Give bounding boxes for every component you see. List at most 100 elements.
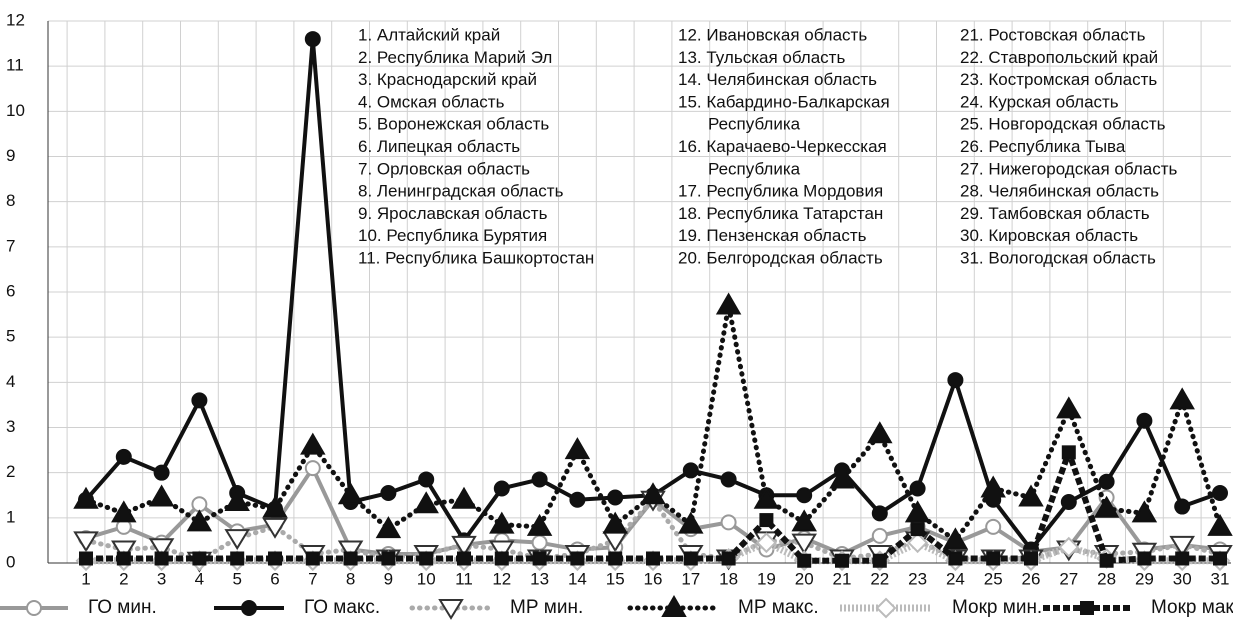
region-label: 5. Воронежская область: [358, 115, 549, 134]
data-point: [683, 551, 698, 566]
region-label: 6. Липецкая область: [358, 137, 520, 156]
data-point: [380, 484, 397, 501]
region-label: 19. Пензенская область: [678, 226, 867, 245]
data-point: [1060, 494, 1077, 511]
x-tick-label: 9: [384, 569, 393, 588]
data-point: [640, 482, 666, 505]
x-tick-label: 23: [908, 569, 927, 588]
data-point: [985, 518, 1002, 535]
data-point: [797, 553, 812, 568]
data-point: [1024, 551, 1038, 566]
region-label: 13. Тульская область: [678, 48, 845, 67]
region-label: 4. Омская область: [358, 92, 505, 111]
data-point: [489, 511, 515, 534]
data-point: [871, 527, 888, 544]
y-tick-label: 2: [6, 462, 15, 481]
data-point: [262, 495, 288, 518]
region-label: 29. Тамбовская область: [960, 204, 1150, 223]
region-label: 9. Ярославская область: [358, 204, 548, 223]
data-point: [986, 551, 1001, 566]
data-point: [909, 480, 926, 497]
data-point: [532, 551, 547, 566]
region-label: Республика: [708, 159, 801, 178]
x-tick-label: 19: [757, 569, 776, 588]
data-point: [305, 551, 320, 566]
region-label: 3. Краснодарский край: [358, 70, 537, 89]
data-point: [337, 482, 364, 505]
data-point: [1137, 551, 1152, 566]
data-point: [942, 527, 969, 550]
data-point: [608, 551, 623, 566]
x-tick-label: 27: [1059, 569, 1078, 588]
y-tick-label: 5: [6, 327, 15, 346]
data-point: [419, 551, 434, 566]
legend-marker: [26, 600, 42, 616]
data-point: [418, 471, 435, 488]
region-label: 26. Республика Тыва: [960, 137, 1126, 156]
x-tick-label: 15: [606, 569, 625, 588]
data-point: [1169, 387, 1195, 410]
data-point: [1098, 473, 1115, 490]
y-tick-label: 10: [6, 101, 25, 120]
x-tick-label: 28: [1097, 569, 1116, 588]
legend-label: Мокр макс: [1151, 597, 1233, 618]
y-tick-label: 11: [6, 56, 24, 75]
data-point: [753, 486, 780, 509]
data-point: [904, 500, 931, 523]
data-point: [451, 535, 477, 557]
data-point: [1174, 498, 1191, 515]
data-point: [73, 531, 99, 553]
region-label: 15. Кабардино-Балкарская: [678, 92, 890, 111]
data-point: [678, 511, 704, 534]
data-point: [1061, 445, 1076, 460]
data-point: [796, 487, 813, 504]
legend-label: Мокр мин.: [952, 597, 1042, 618]
legend-marker: [875, 597, 897, 619]
data-point: [343, 551, 358, 566]
data-point: [191, 496, 208, 513]
data-point: [910, 522, 925, 537]
region-label: 1. Алтайский край: [358, 25, 500, 44]
data-point: [1212, 484, 1228, 501]
legend-marker: [1080, 601, 1094, 615]
data-point: [829, 466, 855, 489]
region-label: 12. Ивановская область: [678, 25, 867, 44]
data-point: [907, 532, 929, 554]
x-tick-label: 31: [1211, 569, 1230, 588]
x-tick-label: 16: [644, 569, 663, 588]
data-point: [607, 489, 624, 506]
data-point: [947, 372, 964, 389]
region-label: 25. Новгородская область: [960, 115, 1166, 134]
legend-marker: [661, 595, 687, 617]
x-tick-label: 30: [1173, 569, 1192, 588]
data-point: [116, 551, 131, 566]
data-point: [871, 505, 888, 522]
x-tick-label: 7: [308, 569, 317, 588]
data-point: [1169, 535, 1195, 557]
data-point: [1131, 500, 1158, 523]
x-tick-label: 20: [795, 569, 814, 588]
legend-label: ГО макс.: [304, 597, 380, 618]
data-point: [79, 551, 93, 566]
x-tick-label: 25: [984, 569, 1003, 588]
region-label: 23. Костромская область: [960, 70, 1157, 89]
data-point: [791, 533, 817, 555]
legend-label: МР мин.: [510, 597, 583, 618]
data-point: [980, 475, 1006, 498]
x-tick-label: 6: [270, 569, 279, 588]
data-point: [682, 462, 699, 479]
data-point: [570, 551, 585, 566]
region-label: 16. Карачаево-Черкесская: [678, 137, 887, 156]
data-point: [154, 551, 169, 566]
data-point: [1099, 553, 1114, 568]
region-label: 22. Ставропольский край: [960, 48, 1158, 67]
data-point: [1093, 495, 1120, 518]
region-label: 14. Челябинская область: [678, 70, 877, 89]
data-point: [262, 517, 288, 539]
y-tick-label: 9: [6, 146, 15, 165]
x-tick-label: 14: [568, 569, 587, 588]
y-tick-label: 3: [6, 417, 15, 436]
legend-marker: [438, 599, 464, 620]
region-label: 30. Кировская область: [960, 226, 1138, 245]
data-point: [304, 31, 321, 48]
